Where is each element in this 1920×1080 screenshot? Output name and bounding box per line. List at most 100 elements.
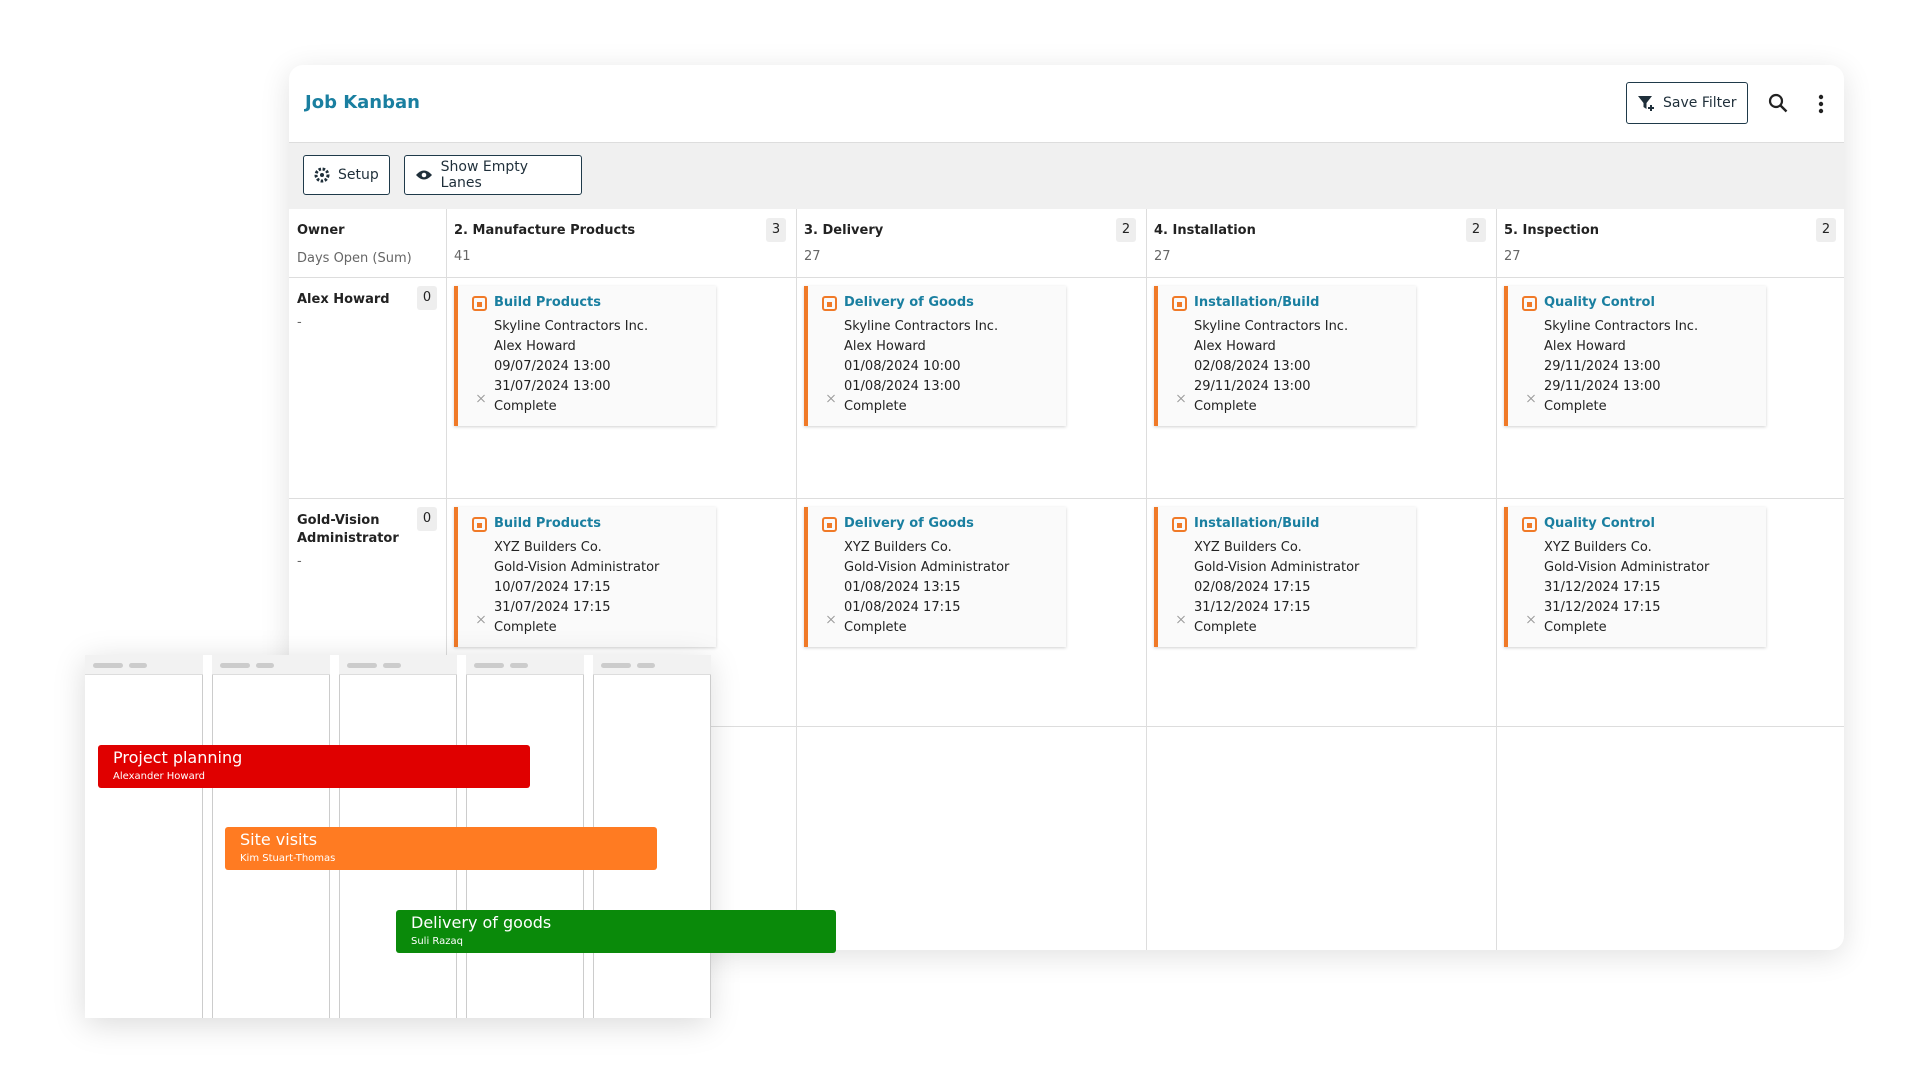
card-company: XYZ Builders Co. [1194, 540, 1302, 555]
lane-name: 4. Installation [1154, 223, 1256, 238]
gantt-bar[interactable]: Project planning Alexander Howard [98, 745, 530, 788]
calendar-icon [1172, 517, 1187, 532]
menu-icon[interactable] [1817, 93, 1825, 115]
lane-name: 2. Manufacture Products [454, 223, 636, 238]
card-start: 10/07/2024 17:15 [494, 580, 611, 595]
card-company: Skyline Contractors Inc. [1194, 319, 1349, 334]
lane-sum: 27 [1154, 249, 1171, 264]
filter-icon [1638, 96, 1654, 111]
owner-count: 0 [417, 507, 437, 531]
lane-divider [796, 209, 797, 950]
calendar-icon [1522, 296, 1537, 311]
gantt-bar-person: Suli Razaq [411, 936, 464, 947]
setup-button[interactable]: Setup [303, 155, 390, 195]
gantt-bar-title: Project planning [113, 748, 243, 767]
card-company: Skyline Contractors Inc. [494, 319, 649, 334]
lane-divider [1496, 209, 1497, 950]
job-card[interactable]: Delivery of Goods Skyline Contractors Inc… [804, 286, 1066, 426]
card-end: 31/07/2024 17:15 [494, 600, 611, 615]
lane-count: 2 [1816, 218, 1836, 242]
card-start: 01/08/2024 10:00 [844, 359, 961, 374]
row-line [289, 726, 1844, 727]
search-icon[interactable] [1767, 92, 1789, 114]
header-placeholder [129, 663, 147, 668]
card-person: Gold-Vision Administrator [1194, 560, 1360, 575]
save-filter-label: Save Filter [1663, 95, 1737, 111]
calendar-icon [822, 296, 837, 311]
card-person: Alex Howard [494, 339, 576, 354]
job-card[interactable]: Quality Control XYZ Builders Co. Gold-Visi… [1504, 507, 1766, 647]
calendar-icon [1522, 517, 1537, 532]
card-title: Build Products [494, 516, 601, 531]
gantt-bar-person: Kim Stuart-Thomas [240, 853, 336, 864]
owner-header: Owner [297, 223, 345, 238]
card-title: Installation/Build [1194, 295, 1320, 310]
job-card[interactable]: Quality Control Skyline Contractors Inc. A… [1504, 286, 1766, 426]
card-title: Quality Control [1544, 516, 1655, 531]
job-card[interactable]: Delivery of Goods XYZ Builders Co. Gold-Vi… [804, 507, 1066, 647]
calendar-dot [1527, 302, 1532, 307]
header-placeholder [510, 663, 528, 668]
card-company: Skyline Contractors Inc. [844, 319, 999, 334]
card-end: 31/12/2024 17:15 [1544, 600, 1661, 615]
lane-sum: 27 [804, 249, 821, 264]
calendar-icon [822, 517, 837, 532]
header-placeholder [601, 663, 631, 668]
calendar-dot [1527, 523, 1532, 528]
gantt-overlay: Project planning Alexander Howard Site vis… [85, 655, 836, 1018]
job-card[interactable]: Build Products XYZ Builders Co. Gold-Visio… [454, 507, 716, 647]
card-title: Delivery of Goods [844, 516, 974, 531]
owner-sub: Days Open (Sum) [297, 251, 412, 266]
card-company: Skyline Contractors Inc. [1544, 319, 1699, 334]
gantt-bar[interactable]: Site visits Kim Stuart-Thomas [225, 827, 657, 870]
gantt-bar[interactable]: Delivery of goods Suli Razaq [396, 910, 836, 953]
card-start: 29/11/2024 13:00 [1544, 359, 1661, 374]
lane-sum: 41 [454, 249, 471, 264]
card-status: Complete [494, 620, 557, 635]
calendar-icon [472, 296, 487, 311]
calendar-icon [472, 517, 487, 532]
calendar-dot [827, 523, 832, 528]
calendar-dot [477, 523, 482, 528]
show-empty-lanes-label: Show Empty Lanes [440, 159, 529, 191]
lane-divider [446, 209, 447, 950]
header-placeholder [256, 663, 274, 668]
card-start: 02/08/2024 13:00 [1194, 359, 1311, 374]
job-card[interactable]: Installation/Build Skyline Contractors In… [1154, 286, 1416, 426]
header-placeholder [93, 663, 123, 668]
job-card[interactable]: Installation/Build XYZ Builders Co. Gold-V… [1154, 507, 1416, 647]
card-end: 31/07/2024 13:00 [494, 379, 611, 394]
calendar-dot [1177, 302, 1182, 307]
card-start: 09/07/2024 13:00 [494, 359, 611, 374]
kanban-panel: Job Kanban Save Filter Setup Show Empty … [289, 65, 1844, 950]
card-person: Gold-Vision Administrator [1544, 560, 1710, 575]
card-status: Complete [1544, 620, 1607, 635]
card-person: Gold-Vision Administrator [844, 560, 1010, 575]
card-person: Gold-Vision Administrator [494, 560, 660, 575]
card-status: Complete [1194, 399, 1257, 414]
gantt-bar-person: Alexander Howard [113, 771, 205, 782]
lane-count: 3 [766, 218, 786, 242]
show-empty-lanes-button[interactable]: Show Empty Lanes [404, 155, 582, 195]
lane-count: 2 [1116, 218, 1136, 242]
card-company: XYZ Builders Co. [1544, 540, 1652, 555]
gantt-bar-title: Site visits [240, 830, 318, 849]
lane-count: 2 [1466, 218, 1486, 242]
owner-name: Alex Howard [297, 292, 390, 307]
card-person: Alex Howard [844, 339, 926, 354]
calendar-dot [477, 302, 482, 307]
calendar-icon [1172, 296, 1187, 311]
owner-sum: - [297, 315, 302, 330]
setup-label: Setup [338, 167, 379, 183]
card-person: Alex Howard [1544, 339, 1626, 354]
header-placeholder [637, 663, 655, 668]
job-card[interactable]: Build Products Skyline Contractors Inc. Al… [454, 286, 716, 426]
owner-count: 0 [417, 286, 437, 310]
owner-name: Gold-Vision Administrator [297, 513, 399, 546]
card-end: 01/08/2024 13:00 [844, 379, 961, 394]
card-start: 02/08/2024 17:15 [1194, 580, 1311, 595]
lane-name: 3. Delivery [804, 223, 884, 238]
save-filter-button[interactable]: Save Filter [1626, 82, 1748, 124]
header-placeholder [220, 663, 250, 668]
